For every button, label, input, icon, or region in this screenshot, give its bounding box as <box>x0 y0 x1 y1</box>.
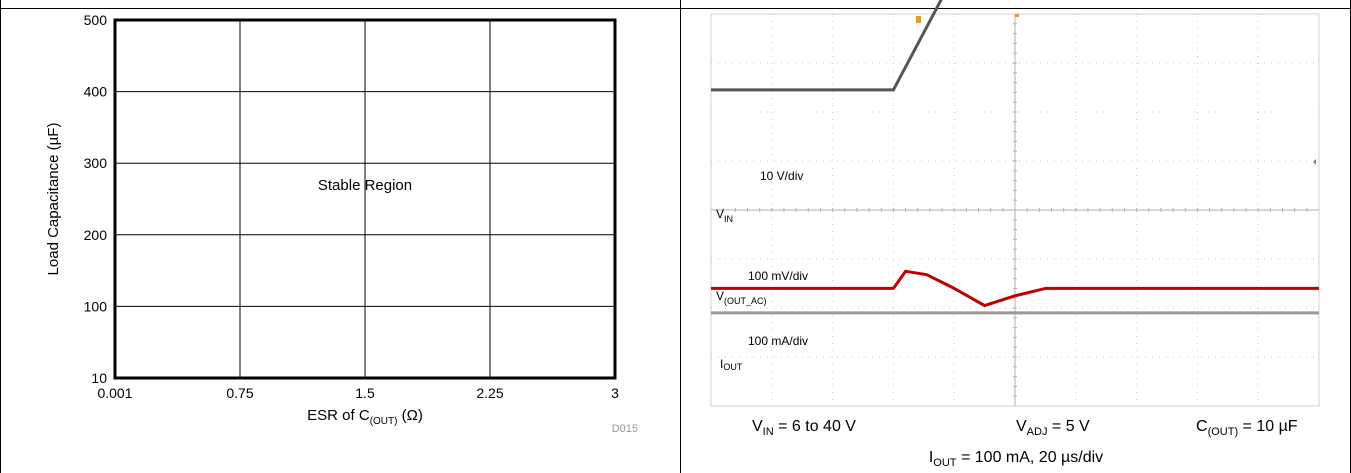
caption-vin: VIN = 6 to 40 V <box>752 418 856 438</box>
scope-grid <box>711 14 1319 406</box>
caption-iout: IOUT = 100 mA, 20 µs/div <box>929 449 1103 469</box>
y-tick-label: 300 <box>84 155 108 171</box>
chart1-grid <box>115 20 615 378</box>
x-tick-label: 1.5 <box>355 385 375 401</box>
esr-stability-chart: 0.001 0.75 1.5 2.25 3 10 100 200 300 400 500 Stab… <box>45 12 638 435</box>
vin-channel-label: VIN <box>716 207 733 224</box>
caption-vadj: VADJ = 5 V <box>1016 418 1090 438</box>
chart1-y-axis-label: Load Capacitance (µF) <box>45 123 62 276</box>
y-tick-label: 500 <box>84 12 108 28</box>
trigger-position-marker <box>1015 14 1019 17</box>
x-tick-label: 2.25 <box>476 385 503 401</box>
iout-channel-label: IOUT <box>720 357 743 372</box>
chart1-x-ticks: 0.001 0.75 1.5 2.25 3 <box>97 385 619 401</box>
chart1-figure-id: D015 <box>612 423 638 435</box>
scope-caption: VIN = 6 to 40 V VADJ = 5 V C(OUT) = 10 µ… <box>752 418 1298 469</box>
caption-cout: C(OUT) = 10 µF <box>1196 418 1298 438</box>
chart1-x-axis-label: ESR of C(OUT) (Ω) <box>307 407 423 427</box>
scope-markers <box>916 14 1316 165</box>
vout-scale-label: 100 mV/div <box>748 269 808 283</box>
scope-chart: 10 V/div VIN 100 mV/div V(OUT_AC) 100 mA… <box>710 0 1320 407</box>
y-tick-label: 400 <box>84 84 108 100</box>
chart1-y-ticks: 10 100 200 300 400 500 <box>84 12 108 386</box>
scope-traces <box>711 0 1319 315</box>
y-tick-label: 10 <box>91 370 107 386</box>
y-tick-label: 200 <box>84 227 108 243</box>
iout-scale-label: 100 mA/div <box>748 334 808 348</box>
vout-ac-trace <box>711 269 1319 308</box>
x-tick-label: 3 <box>611 385 619 401</box>
x-tick-label: 0.001 <box>97 385 132 401</box>
trigger-level-marker <box>1313 159 1316 165</box>
chart1-plot-border <box>113 18 617 380</box>
x-tick-label: 0.75 <box>226 385 253 401</box>
vin-scale-label: 10 V/div <box>760 169 803 183</box>
trigger-marker <box>916 16 921 23</box>
vin-trace <box>711 0 943 92</box>
vout-channel-label: V(OUT_AC) <box>716 289 767 306</box>
chart1-region-label: Stable Region <box>318 177 412 194</box>
y-tick-label: 100 <box>84 298 108 314</box>
